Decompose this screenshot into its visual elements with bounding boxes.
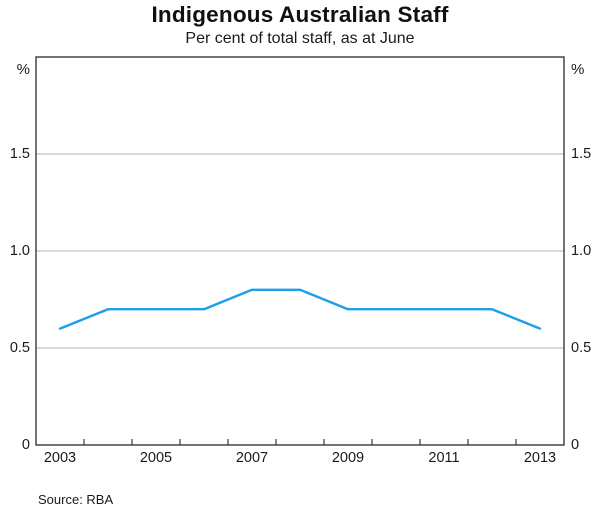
y-axis-label-left: 0.5 bbox=[9, 340, 30, 356]
x-axis-label: 2011 bbox=[428, 450, 460, 466]
y-axis-label-right: 1.5 bbox=[571, 146, 592, 162]
data-line bbox=[58, 288, 542, 330]
x-axis-label: 2009 bbox=[331, 450, 365, 466]
x-axis-label: 2013 bbox=[523, 450, 557, 466]
y-axis-label-right: 0 bbox=[571, 437, 580, 453]
y-axis-label-left: 0 bbox=[21, 437, 30, 453]
y-axis-label-right: 1.0 bbox=[571, 243, 592, 259]
chart-title: Indigenous Australian Staff bbox=[151, 2, 449, 27]
x-axis-label: 2003 bbox=[43, 450, 77, 466]
right-axis-unit-label: % bbox=[571, 61, 585, 78]
y-axis-labels-right: 1.5 1.0 0.5 0 bbox=[570, 0, 600, 513]
y-axis-label-left: 1.5 bbox=[9, 146, 30, 162]
x-axis-label: 2007 bbox=[235, 450, 269, 466]
y-axis-labels-left: 1.5 1.0 0.5 0 bbox=[0, 0, 31, 513]
y-axis-label-right: 0.5 bbox=[571, 340, 592, 356]
y-axis-label-left: 1.0 bbox=[9, 243, 30, 259]
chart-subtitle: Per cent of total staff, as at June bbox=[185, 30, 415, 47]
left-axis-unit-label: % bbox=[16, 61, 30, 78]
x-axis-label: 2005 bbox=[139, 450, 173, 466]
axis-frame bbox=[35, 56, 565, 446]
source-note: Source: RBA bbox=[38, 492, 114, 507]
